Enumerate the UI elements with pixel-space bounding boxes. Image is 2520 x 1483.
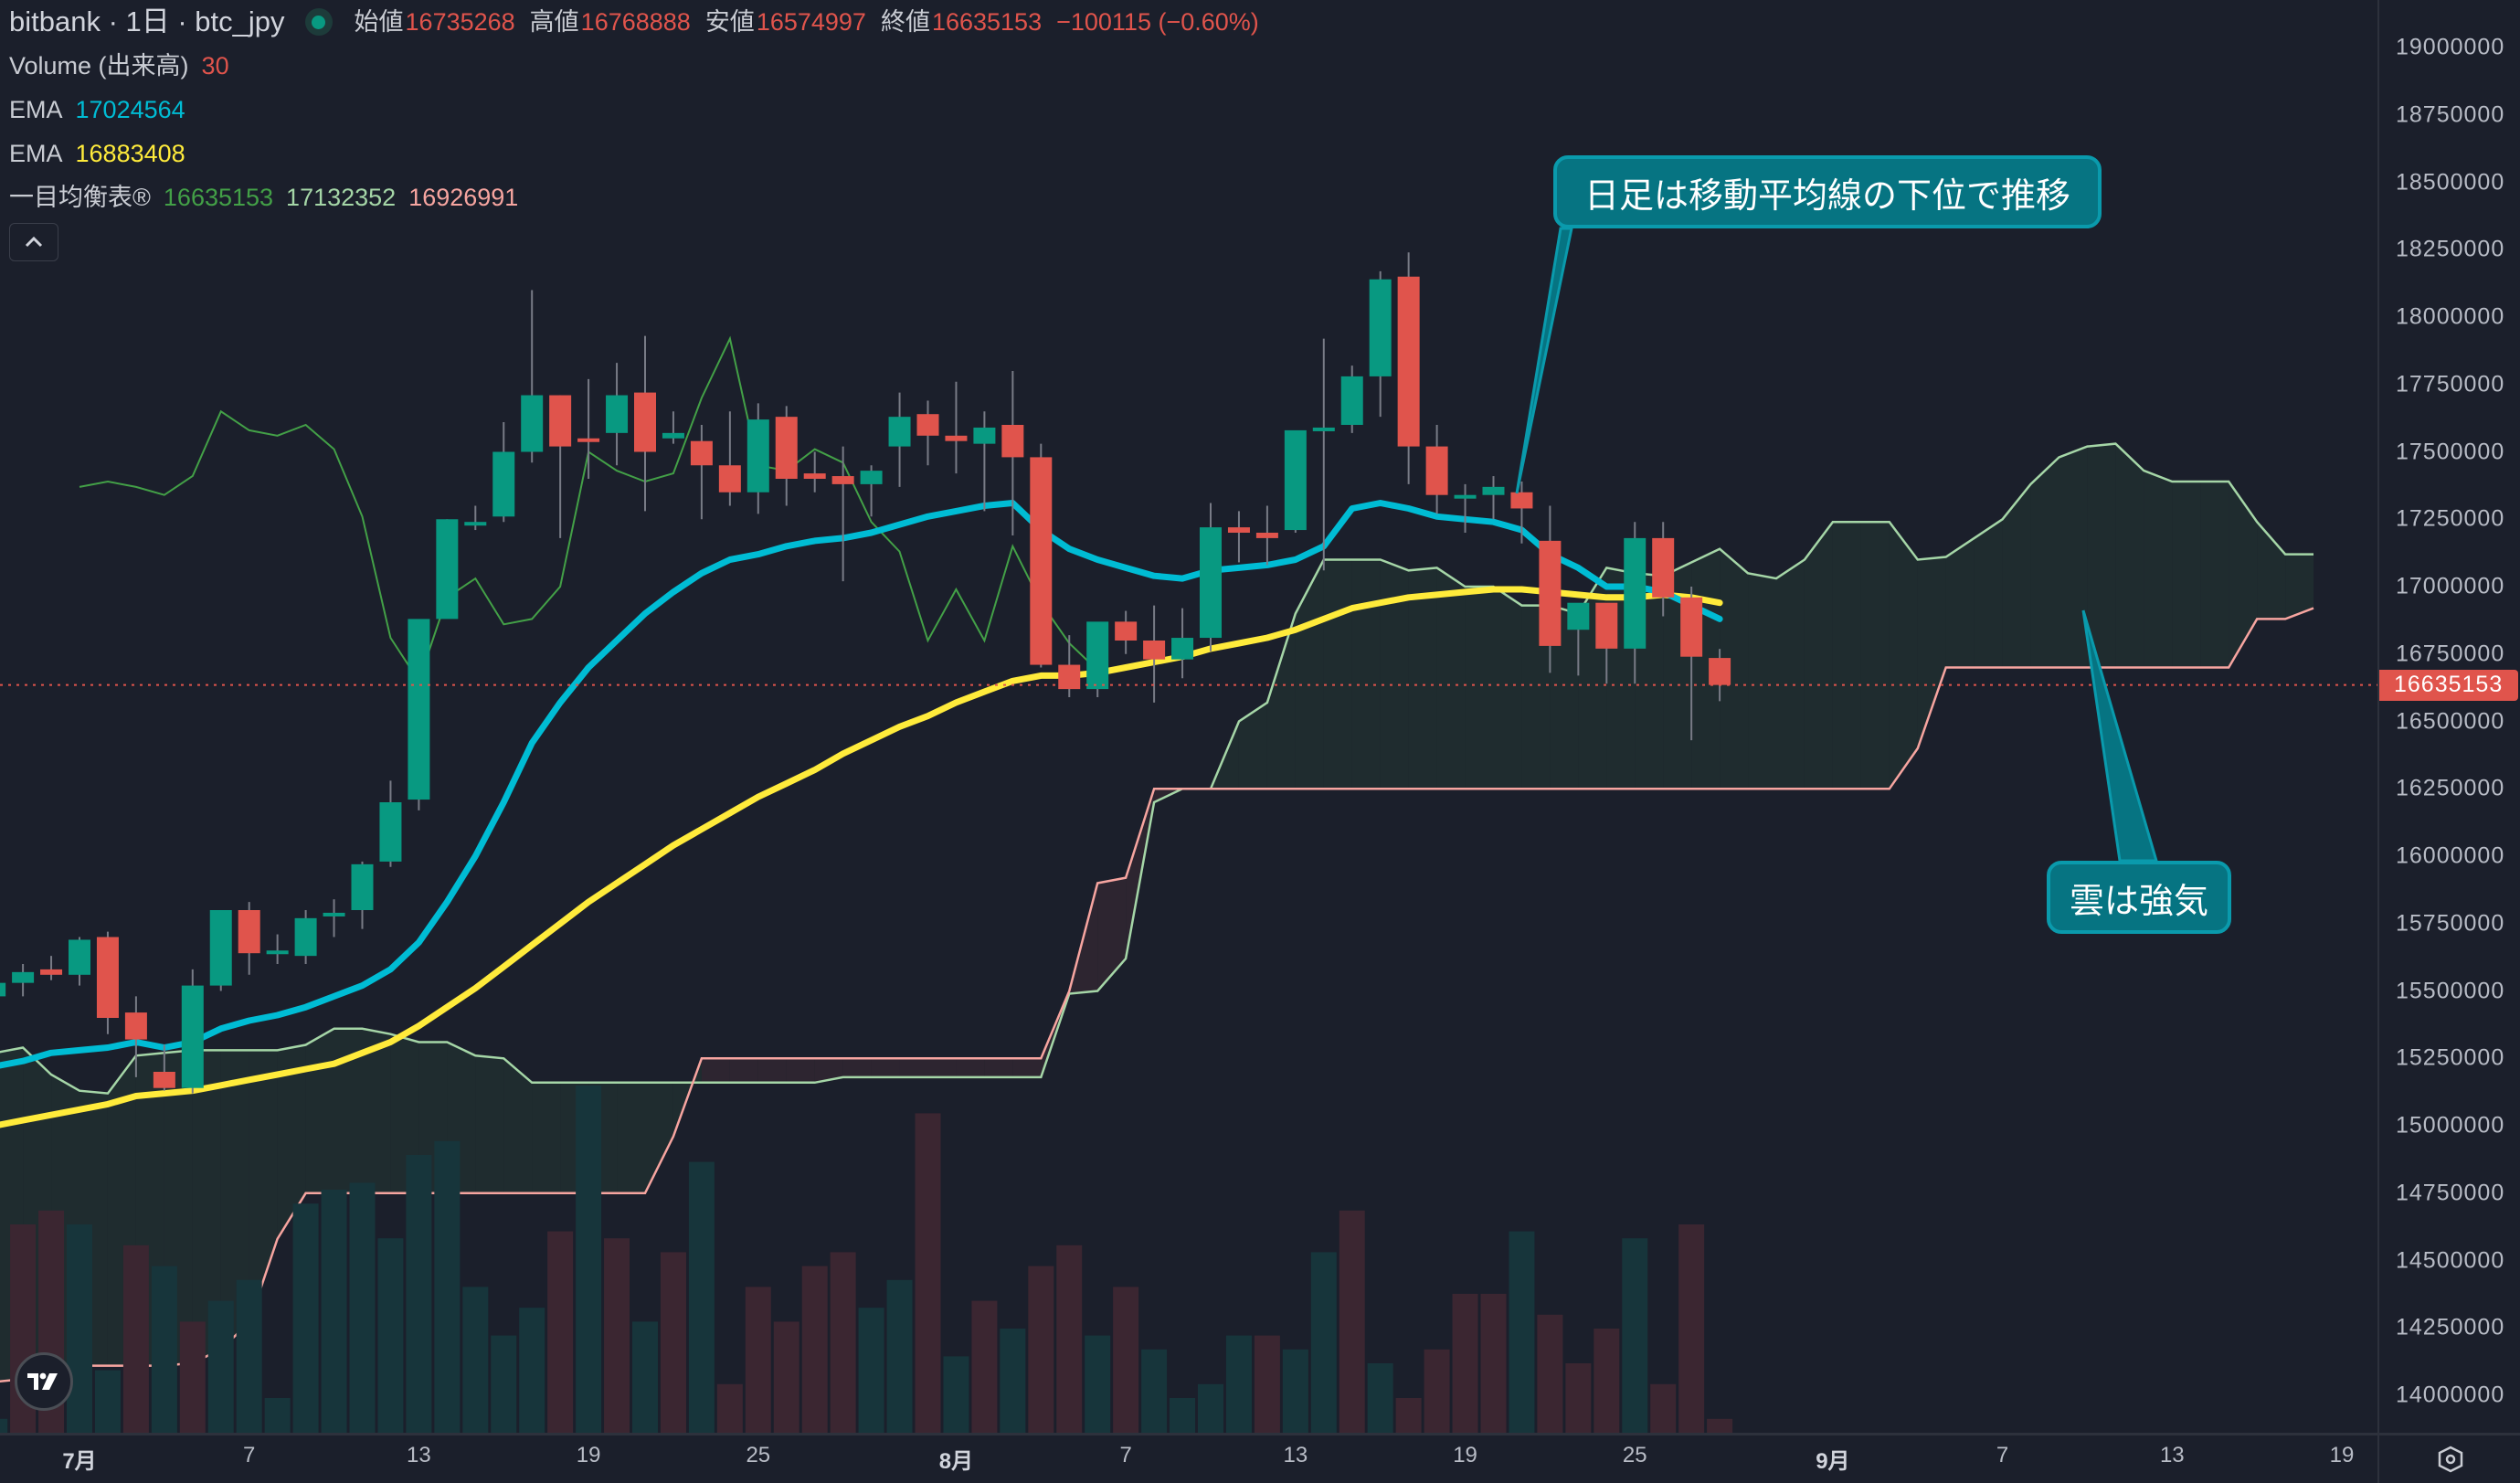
price-tick: 14000000: [2396, 1382, 2505, 1408]
time-tick: 19: [1453, 1443, 1477, 1467]
price-tick: 18500000: [2396, 169, 2505, 195]
legend-ichimoku-value-3: 16926991: [408, 184, 519, 211]
price-tick: 16750000: [2396, 641, 2505, 667]
legend-ema-fast[interactable]: EMA 17024564: [9, 88, 1274, 132]
tradingview-logo[interactable]: [15, 1352, 73, 1411]
legend-volume-label: Volume (出来高): [9, 52, 189, 79]
price-tick: 18000000: [2396, 303, 2505, 330]
time-tick: 25: [746, 1443, 771, 1467]
time-tick: 19: [2329, 1443, 2355, 1467]
annotation-text-ma: 日足は移動平均線の下位で推移: [1583, 176, 2070, 216]
time-tick: 25: [1622, 1443, 1647, 1467]
price-tick: 16250000: [2396, 775, 2505, 801]
time-tick: 9月: [1816, 1449, 1850, 1474]
ohlc-change: −100115 (−0.60%): [1056, 8, 1259, 36]
symbol-header: bitbank · 1日 · btc_jpy 始値 16735268 高値 16…: [9, 0, 1274, 44]
price-tick: 16500000: [2396, 708, 2505, 734]
price-tick: 15750000: [2396, 910, 2505, 937]
price-tick: 18750000: [2396, 101, 2505, 128]
price-tick: 17000000: [2396, 573, 2505, 599]
price-tick: 14250000: [2396, 1314, 2505, 1340]
legend-ema-slow-label: EMA: [9, 140, 63, 167]
time-tick: 7月: [62, 1449, 97, 1474]
ohlc-close-value: 16635153: [931, 8, 1043, 36]
market-status-icon: [304, 8, 333, 36]
legend-ichimoku[interactable]: 一目均衡表® 16635153 17132352 16926991: [9, 175, 1274, 219]
ohlc-close-label: 終値: [880, 8, 930, 36]
symbol-title[interactable]: bitbank · 1日 · btc_jpy: [9, 5, 285, 37]
ohlc-low-label: 安値: [704, 8, 755, 36]
ohlc-high-value: 16768888: [580, 8, 691, 36]
legend-ichimoku-value-1: 16635153: [163, 184, 274, 211]
legend-ema-fast-value: 17024564: [75, 96, 185, 123]
price-tick: 17750000: [2396, 371, 2505, 397]
legend-ema-slow-value: 16883408: [75, 140, 185, 167]
legend-ema-slow[interactable]: EMA 16883408: [9, 132, 1274, 175]
annotation-tails: [1515, 227, 2159, 863]
volume-bars: [0, 1086, 1733, 1433]
time-axis[interactable]: 7月 7 13 19 25 8月 7 13 19 25 9月 7 13 19: [0, 1433, 2377, 1483]
price-tick: 19000000: [2396, 34, 2505, 60]
candlesticks: [0, 252, 1731, 1094]
time-tick: 13: [2159, 1443, 2185, 1467]
legend-volume[interactable]: Volume (出来高) 30: [9, 44, 1274, 88]
legend-volume-value: 30: [201, 52, 229, 79]
price-tick: 14750000: [2396, 1180, 2505, 1206]
ohlc-low-value: 16574997: [756, 8, 866, 36]
time-tick: 7: [1996, 1443, 2009, 1467]
price-chart[interactable]: [0, 0, 2377, 1433]
time-tick: 8月: [938, 1449, 974, 1474]
ohlc-open-label: 始値: [354, 8, 404, 36]
current-price-badge: 16635153: [2379, 669, 2518, 701]
annotation-callout-cloud[interactable]: 雲は強気: [2047, 861, 2231, 934]
time-tick: 7: [1119, 1443, 1132, 1467]
price-tick: 18250000: [2396, 236, 2505, 262]
legend-ichimoku-label: 一目均衡表®: [9, 184, 151, 211]
price-tick: 15250000: [2396, 1044, 2505, 1071]
axis-settings-button[interactable]: [2377, 1433, 2520, 1483]
annotation-text-cloud: 雲は強気: [2069, 882, 2208, 921]
annotation-callout-ma[interactable]: 日足は移動平均線の下位で推移: [1553, 155, 2102, 228]
legend-ichimoku-value-2: 17132352: [286, 184, 397, 211]
settings-hexagon-icon: [2438, 1446, 2463, 1473]
ohlc-high-label: 高値: [529, 8, 579, 36]
ohlc-open-value: 16735268: [405, 8, 515, 36]
price-axis[interactable]: 19000000 18750000 18500000 18250000 18000000…: [2377, 0, 2520, 1433]
legend-ema-fast-label: EMA: [9, 96, 63, 123]
collapse-legend-button[interactable]: [9, 223, 58, 261]
time-tick: 13: [1283, 1443, 1308, 1467]
price-tick: 14500000: [2396, 1247, 2505, 1273]
price-tick: 15500000: [2396, 978, 2505, 1003]
chart-legend: bitbank · 1日 · btc_jpy 始値 16735268 高値 16…: [9, 0, 1274, 261]
time-tick: 19: [576, 1443, 601, 1467]
tradingview-logo-icon: [27, 1372, 58, 1390]
chevron-up-icon: [25, 237, 43, 248]
price-tick: 17500000: [2396, 439, 2505, 464]
price-tick: 16000000: [2396, 842, 2505, 869]
ichimoku-cloud: [0, 442, 2314, 1382]
time-tick: 7: [243, 1443, 256, 1467]
price-tick: 17250000: [2396, 505, 2505, 532]
price-tick: 15000000: [2396, 1112, 2505, 1139]
time-tick: 13: [407, 1443, 431, 1467]
